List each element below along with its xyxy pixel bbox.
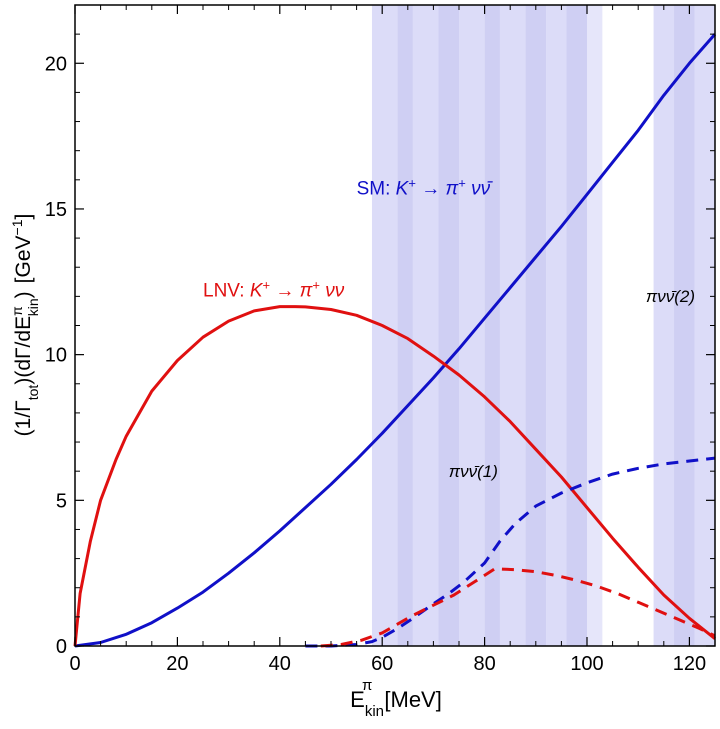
y-axis-label: (1/Γtot)(dΓ/dEπkin)[GeV−1] xyxy=(9,214,41,437)
band-1-stripe-6 xyxy=(484,5,500,646)
series-lines xyxy=(73,33,717,648)
x-tick-label: 40 xyxy=(269,653,291,675)
band-1-stripe-9 xyxy=(546,5,567,646)
band-1-stripe-7 xyxy=(499,5,526,646)
x-tick-label: 80 xyxy=(473,653,495,675)
x-tick-label: 120 xyxy=(673,653,706,675)
band-1-stripe-10 xyxy=(566,5,587,646)
band-1-stripe-3 xyxy=(412,5,439,646)
band-1-stripe-8 xyxy=(525,5,547,646)
y-tick-label: 20 xyxy=(45,53,67,75)
y-tick-label: 10 xyxy=(45,345,67,367)
x-tick-label: 100 xyxy=(570,653,603,675)
x-tick-label: 60 xyxy=(371,653,393,675)
sm_dashed-curve xyxy=(305,456,716,648)
sm-curve xyxy=(74,33,717,648)
band-1-stripe-4 xyxy=(438,5,459,646)
band-1-stripe-11 xyxy=(587,5,603,646)
lnv-curve xyxy=(73,305,716,647)
band-2-stripe-3 xyxy=(694,5,715,646)
band-1-stripe-2 xyxy=(397,5,413,646)
lnv-label: LNV: K+ → π+ νν xyxy=(203,277,345,302)
y-tick-label: 5 xyxy=(56,490,67,512)
band-1-stripe-5 xyxy=(459,5,485,646)
x-tick-label: 20 xyxy=(166,653,188,675)
axis-ticks: 0 20 40 60 80 100 120 0 5 10 15 20 xyxy=(45,4,716,675)
band1-label: πνν̄(1) xyxy=(449,462,498,481)
sm-label: SM: K+ → π+ νν̄ xyxy=(357,175,494,200)
band2-label: πνν̄(2) xyxy=(646,287,695,306)
annotations: SM: K+ → π+ νν̄ LNV: K+ → π+ νν πνν̄(1) πνν… xyxy=(203,175,695,481)
x-axis-label: Ekinπ[MeV] xyxy=(350,677,442,720)
y-tick-label: 0 xyxy=(56,636,67,658)
band-2-stripe-1 xyxy=(653,5,675,646)
signal-bands xyxy=(371,5,715,646)
x-tick-label: 0 xyxy=(69,653,80,675)
lnv_dashed-curve xyxy=(320,567,716,648)
band-2-stripe-2 xyxy=(674,5,695,646)
y-tick-label: 15 xyxy=(45,199,67,221)
